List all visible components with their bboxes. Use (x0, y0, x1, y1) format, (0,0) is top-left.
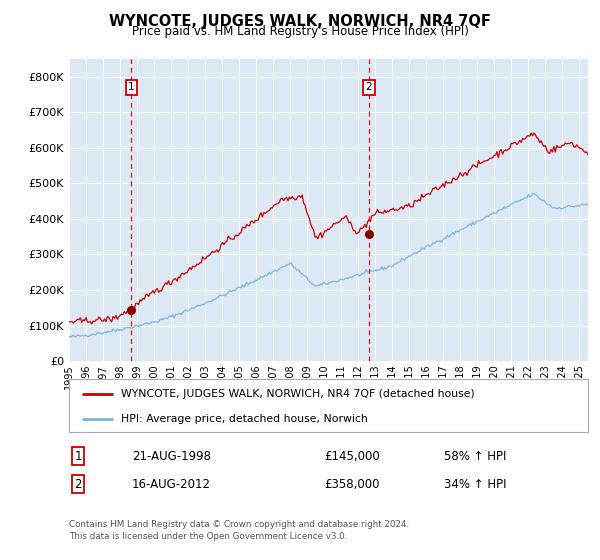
Text: 2: 2 (74, 478, 82, 491)
Text: Price paid vs. HM Land Registry's House Price Index (HPI): Price paid vs. HM Land Registry's House … (131, 25, 469, 38)
Text: 16-AUG-2012: 16-AUG-2012 (132, 478, 211, 491)
Text: WYNCOTE, JUDGES WALK, NORWICH, NR4 7QF (detached house): WYNCOTE, JUDGES WALK, NORWICH, NR4 7QF (… (121, 389, 475, 399)
Text: WYNCOTE, JUDGES WALK, NORWICH, NR4 7QF: WYNCOTE, JUDGES WALK, NORWICH, NR4 7QF (109, 14, 491, 29)
Text: 34% ↑ HPI: 34% ↑ HPI (444, 478, 506, 491)
Text: 58% ↑ HPI: 58% ↑ HPI (444, 450, 506, 463)
Text: 1: 1 (74, 450, 82, 463)
Text: 2: 2 (365, 82, 373, 92)
Text: £358,000: £358,000 (324, 478, 380, 491)
Text: Contains HM Land Registry data © Crown copyright and database right 2024.
This d: Contains HM Land Registry data © Crown c… (69, 520, 409, 541)
Text: 1: 1 (128, 82, 134, 92)
Text: £145,000: £145,000 (324, 450, 380, 463)
Text: 21-AUG-1998: 21-AUG-1998 (132, 450, 211, 463)
Text: HPI: Average price, detached house, Norwich: HPI: Average price, detached house, Norw… (121, 414, 368, 424)
